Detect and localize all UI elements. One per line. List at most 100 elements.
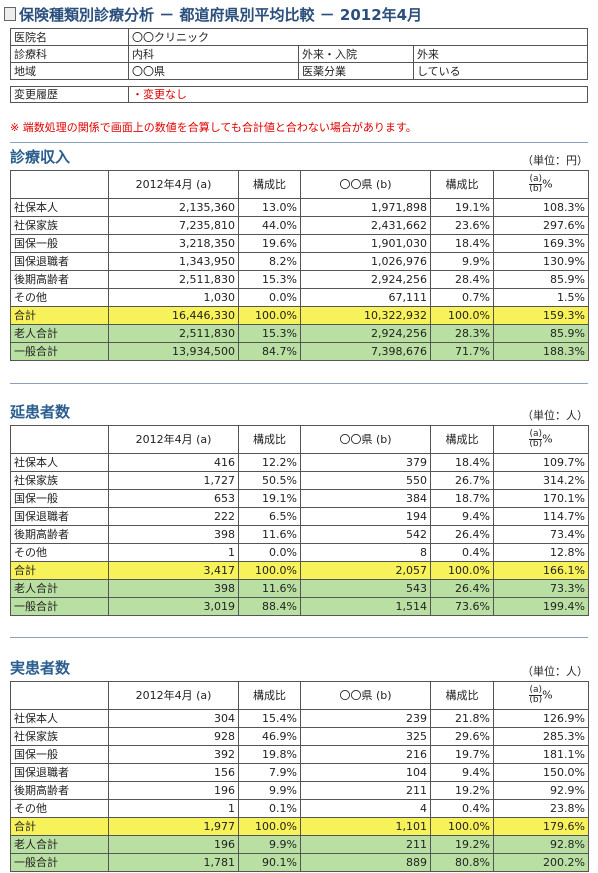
data-row: その他 1 0.1% 4 0.4% 23.8% [10, 799, 589, 818]
row-label: 一般合計 [10, 853, 109, 872]
cell: 19.6% [238, 234, 301, 253]
cell: 13,934,500 [108, 342, 239, 361]
cell: 4 [300, 799, 431, 818]
cell: 0.4% [430, 543, 494, 562]
cell: 16,446,330 [108, 306, 239, 325]
cell: 13.0% [238, 198, 301, 217]
separator [10, 142, 588, 143]
cell: 928 [108, 727, 239, 746]
numerator: (a) [529, 174, 543, 185]
cell: 29.6% [430, 727, 494, 746]
cell: 179.6% [493, 817, 589, 836]
row-label: 社保家族 [10, 727, 109, 746]
cell: 1,343,950 [108, 252, 239, 271]
cell: 18.7% [430, 489, 494, 508]
cell: 3,019 [108, 597, 239, 616]
section-title: 実患者数 [10, 659, 71, 677]
cell: 150.0% [493, 763, 589, 782]
cell: 73.6% [430, 597, 494, 616]
cell: 159.3% [493, 306, 589, 325]
cell: 10,322,932 [300, 306, 431, 325]
cell: 1.5% [493, 288, 589, 307]
header-cell: 〇〇県 (b) [300, 681, 431, 710]
info-label: 地域 [10, 62, 129, 80]
data-row: 老人合計 398 11.6% 543 26.4% 73.3% [10, 579, 589, 598]
cell: 2,511,830 [108, 270, 239, 289]
row-label: 一般合計 [10, 342, 109, 361]
cell: 211 [300, 835, 431, 854]
header-cell: 構成比 [430, 425, 494, 454]
cell: 100.0% [430, 561, 494, 580]
info-row: 医院名 〇〇クリニック [10, 28, 588, 46]
cell: 2,511,830 [108, 324, 239, 343]
cell: 239 [300, 709, 431, 728]
cell: 50.5% [238, 471, 301, 490]
cell: 100.0% [238, 817, 301, 836]
row-label: 社保本人 [10, 198, 109, 217]
cell: 71.7% [430, 342, 494, 361]
cell: 100.0% [430, 817, 494, 836]
header-cell: 構成比 [430, 681, 494, 710]
cell: 92.9% [493, 781, 589, 800]
cell: 19.1% [430, 198, 494, 217]
row-label: 国保一般 [10, 489, 109, 508]
cell: 2,431,662 [300, 216, 431, 235]
numerator: (a) [529, 685, 543, 696]
cell: 12.8% [493, 543, 589, 562]
row-label: 後期高齢者 [10, 525, 109, 544]
cell: 0.1% [238, 799, 301, 818]
cell: 416 [108, 453, 239, 472]
cell: 88.4% [238, 597, 301, 616]
row-label: その他 [10, 288, 109, 307]
cell: 18.4% [430, 234, 494, 253]
data-row: 老人合計 2,511,830 15.3% 2,924,256 28.3% 85.9% [10, 324, 589, 343]
cell: 2,924,256 [300, 324, 431, 343]
data-row: 一般合計 3,019 88.4% 1,514 73.6% 199.4% [10, 597, 589, 616]
suffix: % [542, 432, 553, 446]
history-value: ・変更なし [128, 86, 588, 103]
row-label: 国保退職者 [10, 252, 109, 271]
cell: 46.9% [238, 727, 301, 746]
cell: 15.3% [238, 270, 301, 289]
cell: 166.1% [493, 561, 589, 580]
section-title: 診療収入 [10, 148, 71, 166]
row-label: 一般合計 [10, 597, 109, 616]
data-row: 社保家族 7,235,810 44.0% 2,431,662 23.6% 297.6% [10, 216, 589, 235]
data-row: 国保一般 653 19.1% 384 18.7% 170.1% [10, 489, 589, 508]
header-cell: (a) (b)% [493, 425, 589, 454]
cell: 1,971,898 [300, 198, 431, 217]
cell: 2,924,256 [300, 270, 431, 289]
cell: 314.2% [493, 471, 589, 490]
cell: 92.8% [493, 835, 589, 854]
cell: 130.9% [493, 252, 589, 271]
unit-label: （単位：人） [522, 665, 588, 678]
info-label: 医院名 [10, 28, 129, 46]
data-row: その他 1,030 0.0% 67,111 0.7% 1.5% [10, 288, 589, 307]
cell: 3,218,350 [108, 234, 239, 253]
cell: 3,417 [108, 561, 239, 580]
cell: 211 [300, 781, 431, 800]
cell: 1,727 [108, 471, 239, 490]
cell: 126.9% [493, 709, 589, 728]
cell: 11.6% [238, 525, 301, 544]
cell: 19.1% [238, 489, 301, 508]
cell: 889 [300, 853, 431, 872]
cell: 653 [108, 489, 239, 508]
denominator: (b) [529, 184, 543, 194]
data-row: 国保退職者 156 7.9% 104 9.4% 150.0% [10, 763, 589, 782]
fraction: (a) (b) [529, 430, 543, 449]
cell: 8 [300, 543, 431, 562]
cell: 8.2% [238, 252, 301, 271]
data-row: 社保家族 1,727 50.5% 550 26.7% 314.2% [10, 471, 589, 490]
cell: 100.0% [430, 306, 494, 325]
fraction: (a) (b) [529, 685, 543, 705]
header-cell [10, 681, 109, 710]
header-cell [10, 170, 109, 199]
data-row: 社保本人 416 12.2% 379 18.4% 109.7% [10, 453, 589, 472]
header-cell: 〇〇県 (b) [300, 170, 431, 199]
cell: 15.3% [238, 324, 301, 343]
data-table: 2012年4月 (a) 構成比 〇〇県 (b) 構成比 (a) (b)% 社保本人 416 12… [10, 425, 589, 616]
data-table: 2012年4月 (a) 構成比 〇〇県 (b) 構成比 (a) (b)% 社保本人 2,135… [10, 170, 589, 361]
cell: 28.4% [430, 270, 494, 289]
cell: 1,030 [108, 288, 239, 307]
